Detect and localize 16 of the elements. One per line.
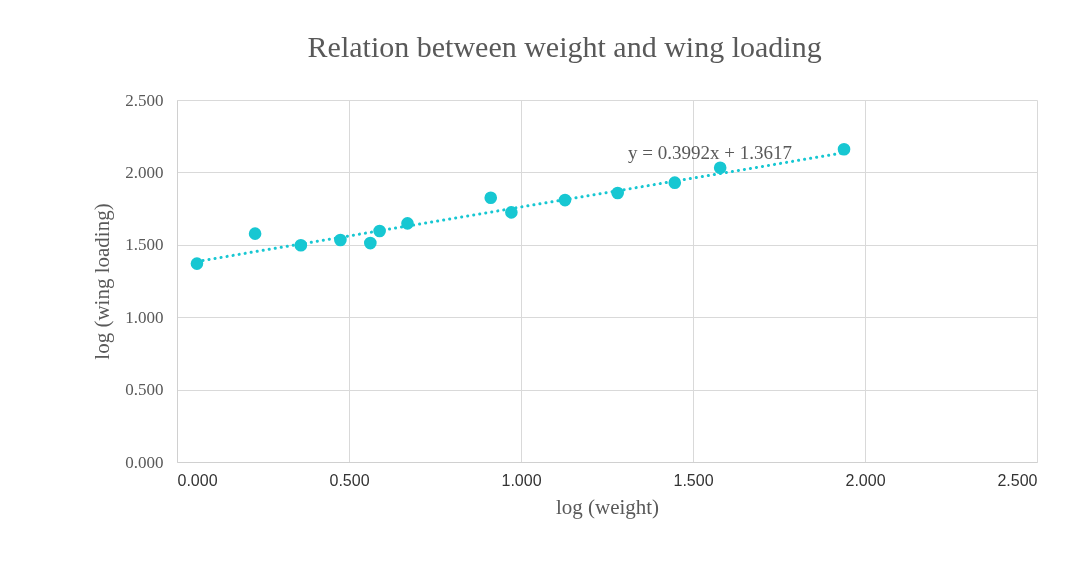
x-tick-label: 2.000	[845, 471, 886, 489]
y-tick-label: 1.500	[125, 235, 164, 255]
x-axis-title: log (weight)	[555, 494, 660, 519]
x-tick-label: 0.500	[329, 471, 370, 489]
y-tick-label: 0.500	[125, 380, 164, 400]
x-tick-label: 0.000	[177, 471, 218, 489]
y-axis-title: log (wing loading)	[90, 203, 115, 360]
x-tick-label: 1.000	[501, 471, 542, 489]
chart-title: Relation between weight and wing loading	[307, 30, 822, 63]
y-tick-label: 0.000	[125, 452, 164, 472]
x-tick-label: 2.500	[997, 471, 1038, 489]
y-tick-label: 1.000	[125, 307, 164, 327]
x-tick-label: 1.500	[673, 471, 714, 489]
annotation: y = 0.3992x + 1.3617	[628, 142, 792, 163]
y-tick-label: 2.500	[125, 90, 164, 110]
y-tick-label: 2.000	[125, 162, 164, 182]
